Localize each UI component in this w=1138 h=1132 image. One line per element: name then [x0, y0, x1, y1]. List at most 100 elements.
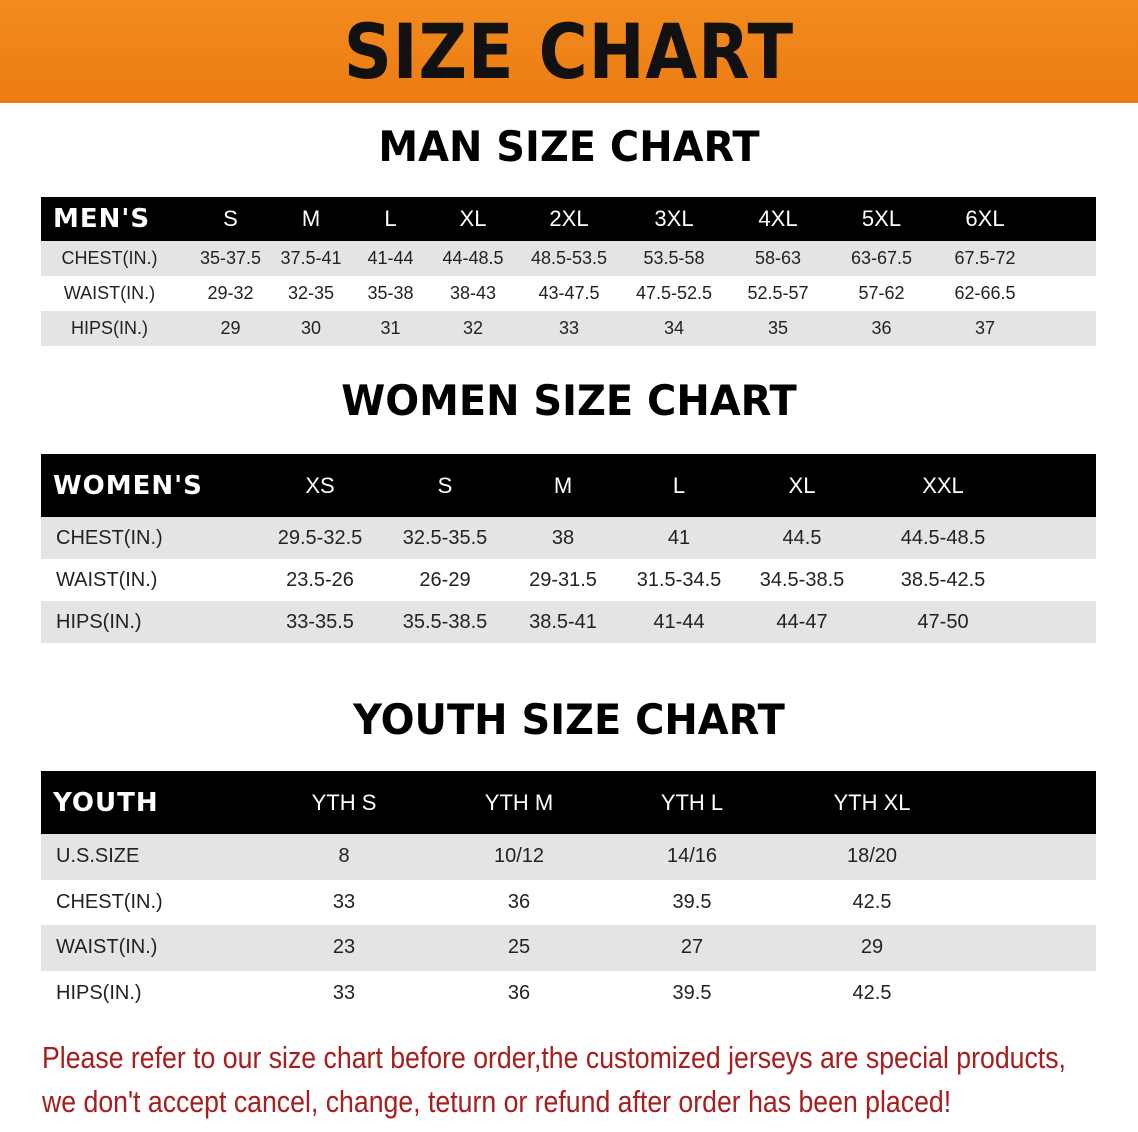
table-cell: 47-50	[917, 610, 969, 633]
table-row: WAIST(IN.) 23 25 27 29	[41, 925, 1096, 971]
size-header-cell: YTH S	[311, 789, 377, 815]
table-title-cell: YOUTH	[53, 787, 159, 818]
table-cell: 23	[332, 936, 356, 959]
table-cell: 36	[507, 981, 531, 1004]
row-label: WAIST(IN.)	[56, 568, 158, 591]
size-header-cell: M	[301, 206, 321, 231]
table-cell: 35	[767, 318, 789, 338]
row-label: HIPS(IN.)	[56, 610, 142, 633]
table-cell: 35-37.5	[199, 248, 262, 268]
row-label: HIPS(IN.)	[56, 981, 142, 1004]
table-cell: 29	[220, 318, 241, 338]
table-row: HIPS(IN.) 33 36 39.5 42.5	[41, 970, 1096, 1016]
table-row: CHEST(IN.) 33 36 39.5 42.5	[41, 879, 1096, 925]
notice-line-1: Please refer to our size chart before or…	[42, 1040, 1066, 1075]
size-header-cell: YTH M	[484, 789, 554, 815]
women-section-title: WOMEN SIZE CHART	[341, 376, 797, 425]
header-row: MEN'S S M L XL 2XL 3XL 4XL 5XL 6XL	[41, 197, 1096, 241]
notice-line-2: we don't accept cancel, change, teturn o…	[42, 1084, 952, 1119]
row-label: CHEST(IN.)	[56, 526, 163, 549]
table-cell: 31.5-34.5	[636, 568, 722, 591]
size-header-cell: XL	[459, 206, 487, 231]
size-header-cell: L	[384, 206, 397, 231]
table-cell: 38.5-41	[529, 610, 597, 633]
table-row: WAIST(IN.) 29-32 32-35 35-38 38-43 43-47.5 47.…	[41, 276, 1096, 311]
women-size-table: WOMEN'S XS S M L XL XXL CHEST(IN.) 29.5-32.5 32.5…	[41, 454, 1096, 643]
table-cell: 58-63	[754, 248, 802, 268]
table-row: U.S.SIZE 8 10/12 14/16 18/20	[41, 834, 1096, 880]
table-cell: 41-44	[367, 248, 414, 268]
order-notice: Please refer to our size chart before or…	[42, 1036, 1126, 1124]
banner: SIZE CHART	[0, 0, 1138, 103]
size-header-cell: YTH XL	[833, 789, 911, 815]
table-cell: 44.5	[782, 526, 822, 549]
table-cell: 62-66.5	[954, 283, 1016, 303]
table-cell: 67.5-72	[954, 248, 1016, 268]
table-cell: 39.5	[672, 890, 712, 913]
table-cell: 14/16	[666, 845, 718, 868]
table-row: CHEST(IN.) 29.5-32.5 32.5-35.5 38 41 44.5 44.5…	[41, 517, 1096, 559]
size-header-cell: YTH L	[660, 789, 724, 815]
table-cell: 38.5-42.5	[900, 568, 986, 591]
size-header-cell: 5XL	[861, 206, 902, 231]
row-label: HIPS(IN.)	[70, 318, 148, 338]
size-header-cell: 6XL	[965, 206, 1005, 231]
header-row: WOMEN'S XS S M L XL XXL	[41, 454, 1096, 517]
size-header-cell: 2XL	[549, 206, 589, 231]
table-cell: 37.5-41	[280, 248, 342, 268]
table-cell: 43-47.5	[538, 283, 600, 303]
table-cell: 29	[860, 936, 884, 959]
table-cell: 48.5-53.5	[530, 248, 608, 268]
size-header-cell: XS	[305, 472, 335, 498]
table-cell: 33-35.5	[286, 610, 354, 633]
men-size-table: MEN'S S M L XL 2XL 3XL 4XL 5XL 6XL CHEST(IN.) 35-37…	[41, 197, 1096, 346]
size-header-cell: L	[672, 472, 686, 498]
table-cell: 39.5	[672, 981, 712, 1004]
table-cell: 41-44	[653, 610, 705, 633]
size-header-cell: S	[223, 206, 238, 231]
table-cell: 27	[680, 936, 704, 959]
table-cell: 34	[663, 318, 685, 338]
table-cell: 53.5-58	[643, 248, 705, 268]
table-cell: 32.5-35.5	[402, 526, 488, 549]
size-header-cell: XL	[788, 472, 816, 498]
table-cell: 52.5-57	[747, 283, 809, 303]
banner-title: SIZE CHART	[343, 7, 795, 96]
table-row: HIPS(IN.) 33-35.5 35.5-38.5 38.5-41 41-44 44-…	[41, 601, 1096, 643]
table-title-cell: MEN'S	[53, 204, 151, 234]
table-cell: 42.5	[852, 981, 892, 1004]
table-title-cell: WOMEN'S	[53, 470, 203, 501]
size-header-cell: M	[553, 472, 573, 498]
row-label: WAIST(IN.)	[63, 283, 156, 303]
table-cell: 33	[332, 981, 356, 1004]
table-row: HIPS(IN.) 29 30 31 32 33 34 35 36 37	[41, 311, 1096, 346]
table-cell: 10/12	[493, 845, 545, 868]
table-cell: 8	[338, 845, 350, 868]
table-cell: 47.5-52.5	[635, 283, 713, 303]
table-cell: 44-48.5	[442, 248, 504, 268]
table-cell: 63-67.5	[850, 248, 913, 268]
table-cell: 26-29	[419, 568, 471, 591]
table-cell: 35-38	[367, 283, 414, 303]
table-cell: 44.5-48.5	[900, 526, 986, 549]
table-cell: 42.5	[852, 890, 892, 913]
table-cell: 25	[507, 936, 531, 959]
table-row: WAIST(IN.) 23.5-26 26-29 29-31.5 31.5-34.5 34…	[41, 559, 1096, 601]
table-cell: 57-62	[858, 283, 905, 303]
table-cell: 36	[507, 890, 531, 913]
row-label: WAIST(IN.)	[56, 936, 158, 959]
table-cell: 34.5-38.5	[759, 568, 845, 591]
table-cell: 41	[667, 526, 691, 549]
table-cell: 18/20	[846, 845, 898, 868]
table-cell: 29-31.5	[529, 568, 597, 591]
size-header-cell: 4XL	[758, 206, 798, 231]
youth-section-title: YOUTH SIZE CHART	[353, 695, 785, 744]
table-cell: 44-47	[776, 610, 828, 633]
table-cell: 35.5-38.5	[402, 610, 488, 633]
table-row: CHEST(IN.) 35-37.5 37.5-41 41-44 44-48.5 48.5…	[41, 241, 1096, 276]
row-label: U.S.SIZE	[56, 845, 140, 868]
table-cell: 33	[332, 890, 356, 913]
table-cell: 37	[974, 318, 996, 338]
table-cell: 31	[380, 318, 401, 338]
table-cell: 36	[871, 318, 892, 338]
